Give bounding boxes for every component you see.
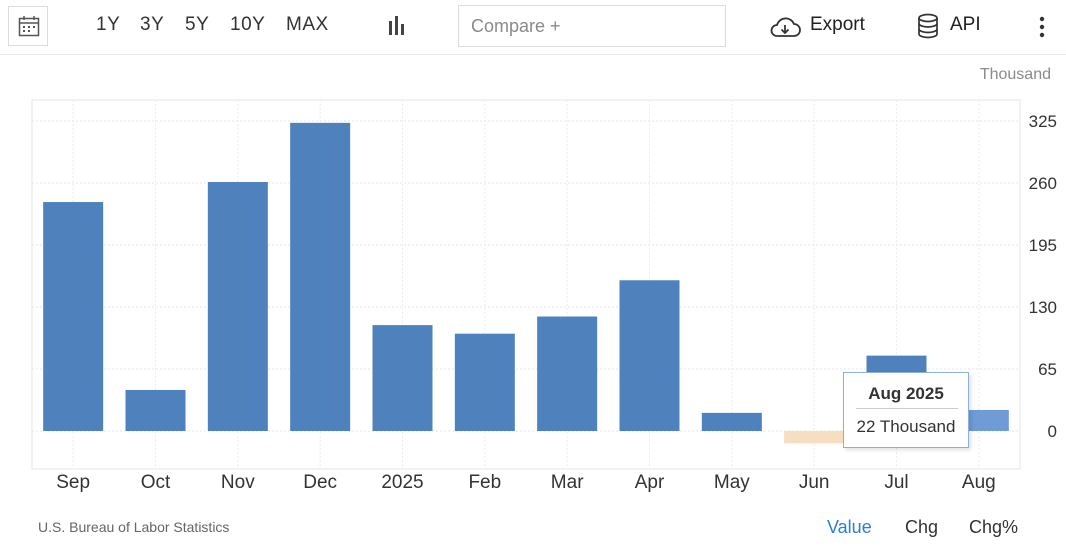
chart-type-button[interactable] — [386, 15, 408, 42]
cloud-download-icon — [770, 17, 801, 37]
tab-chg[interactable]: Chg — [905, 517, 939, 537]
plot-area-border — [31, 99, 1021, 470]
range-max-button[interactable]: MAX — [286, 14, 329, 35]
export-label: Export — [810, 14, 865, 35]
x-tick-label: Dec — [303, 472, 337, 493]
chart-tooltip: Aug 2025 22 Thousand — [843, 372, 969, 448]
bar — [701, 412, 762, 431]
bar — [372, 325, 433, 431]
source-label: U.S. Bureau of Labor Statistics — [38, 519, 230, 535]
calendar-icon — [18, 16, 40, 37]
range-10y-button[interactable]: 10Y — [230, 14, 266, 35]
tab-value[interactable]: Value — [827, 517, 872, 537]
x-tick-label: Feb — [468, 472, 501, 493]
unit-label: Thousand — [979, 66, 1051, 83]
bar-chart: 0 65 130 195 260 325 Sep Oct Nov Dec 2025 Feb Mar Apr… — [31, 99, 1057, 493]
x-tick-label: Jul — [884, 472, 908, 493]
bar — [43, 202, 104, 431]
x-tick-label: May — [714, 472, 750, 493]
tab-chg-percent[interactable]: Chg% — [969, 517, 1019, 537]
x-tick-label: 2025 — [381, 472, 423, 493]
bar-chart-icon — [389, 16, 404, 35]
y-tick-label: 195 — [1029, 236, 1057, 255]
y-tick-label: 130 — [1029, 298, 1057, 317]
x-tick-label: Oct — [141, 472, 171, 493]
range-1y-button[interactable]: 1Y — [96, 14, 121, 35]
y-tick-label: 325 — [1029, 112, 1057, 131]
bar — [454, 333, 515, 431]
calendar-button[interactable] — [8, 6, 48, 46]
more-options-icon[interactable] — [1034, 16, 1050, 38]
y-tick-label: 0 — [1048, 422, 1057, 441]
bar — [784, 431, 845, 444]
x-tick-label: Aug — [962, 472, 996, 493]
bar — [207, 182, 268, 431]
x-tick-label: Apr — [635, 472, 665, 493]
x-tick-label: Jun — [799, 472, 830, 493]
tooltip-date: Aug 2025 — [868, 384, 944, 403]
bar — [125, 389, 186, 431]
y-tick-label: 65 — [1038, 360, 1057, 379]
range-3y-button[interactable]: 3Y — [140, 14, 165, 35]
tooltip-value: 22 Thousand — [856, 417, 956, 436]
x-tick-label: Nov — [221, 472, 255, 493]
compare-input[interactable]: Compare + — [458, 5, 726, 47]
tooltip-divider — [856, 408, 958, 409]
bar — [619, 280, 680, 431]
toolbar: 1Y 3Y 5Y 10Y MAX Compare + Export API — [0, 0, 1066, 55]
database-icon — [918, 13, 938, 39]
bar — [290, 122, 351, 431]
bar — [537, 316, 598, 431]
y-tick-label: 260 — [1029, 174, 1057, 193]
x-tick-label: Sep — [56, 472, 90, 493]
range-5y-button[interactable]: 5Y — [185, 14, 210, 35]
api-label: API — [950, 14, 981, 35]
x-tick-label: Mar — [551, 472, 584, 493]
